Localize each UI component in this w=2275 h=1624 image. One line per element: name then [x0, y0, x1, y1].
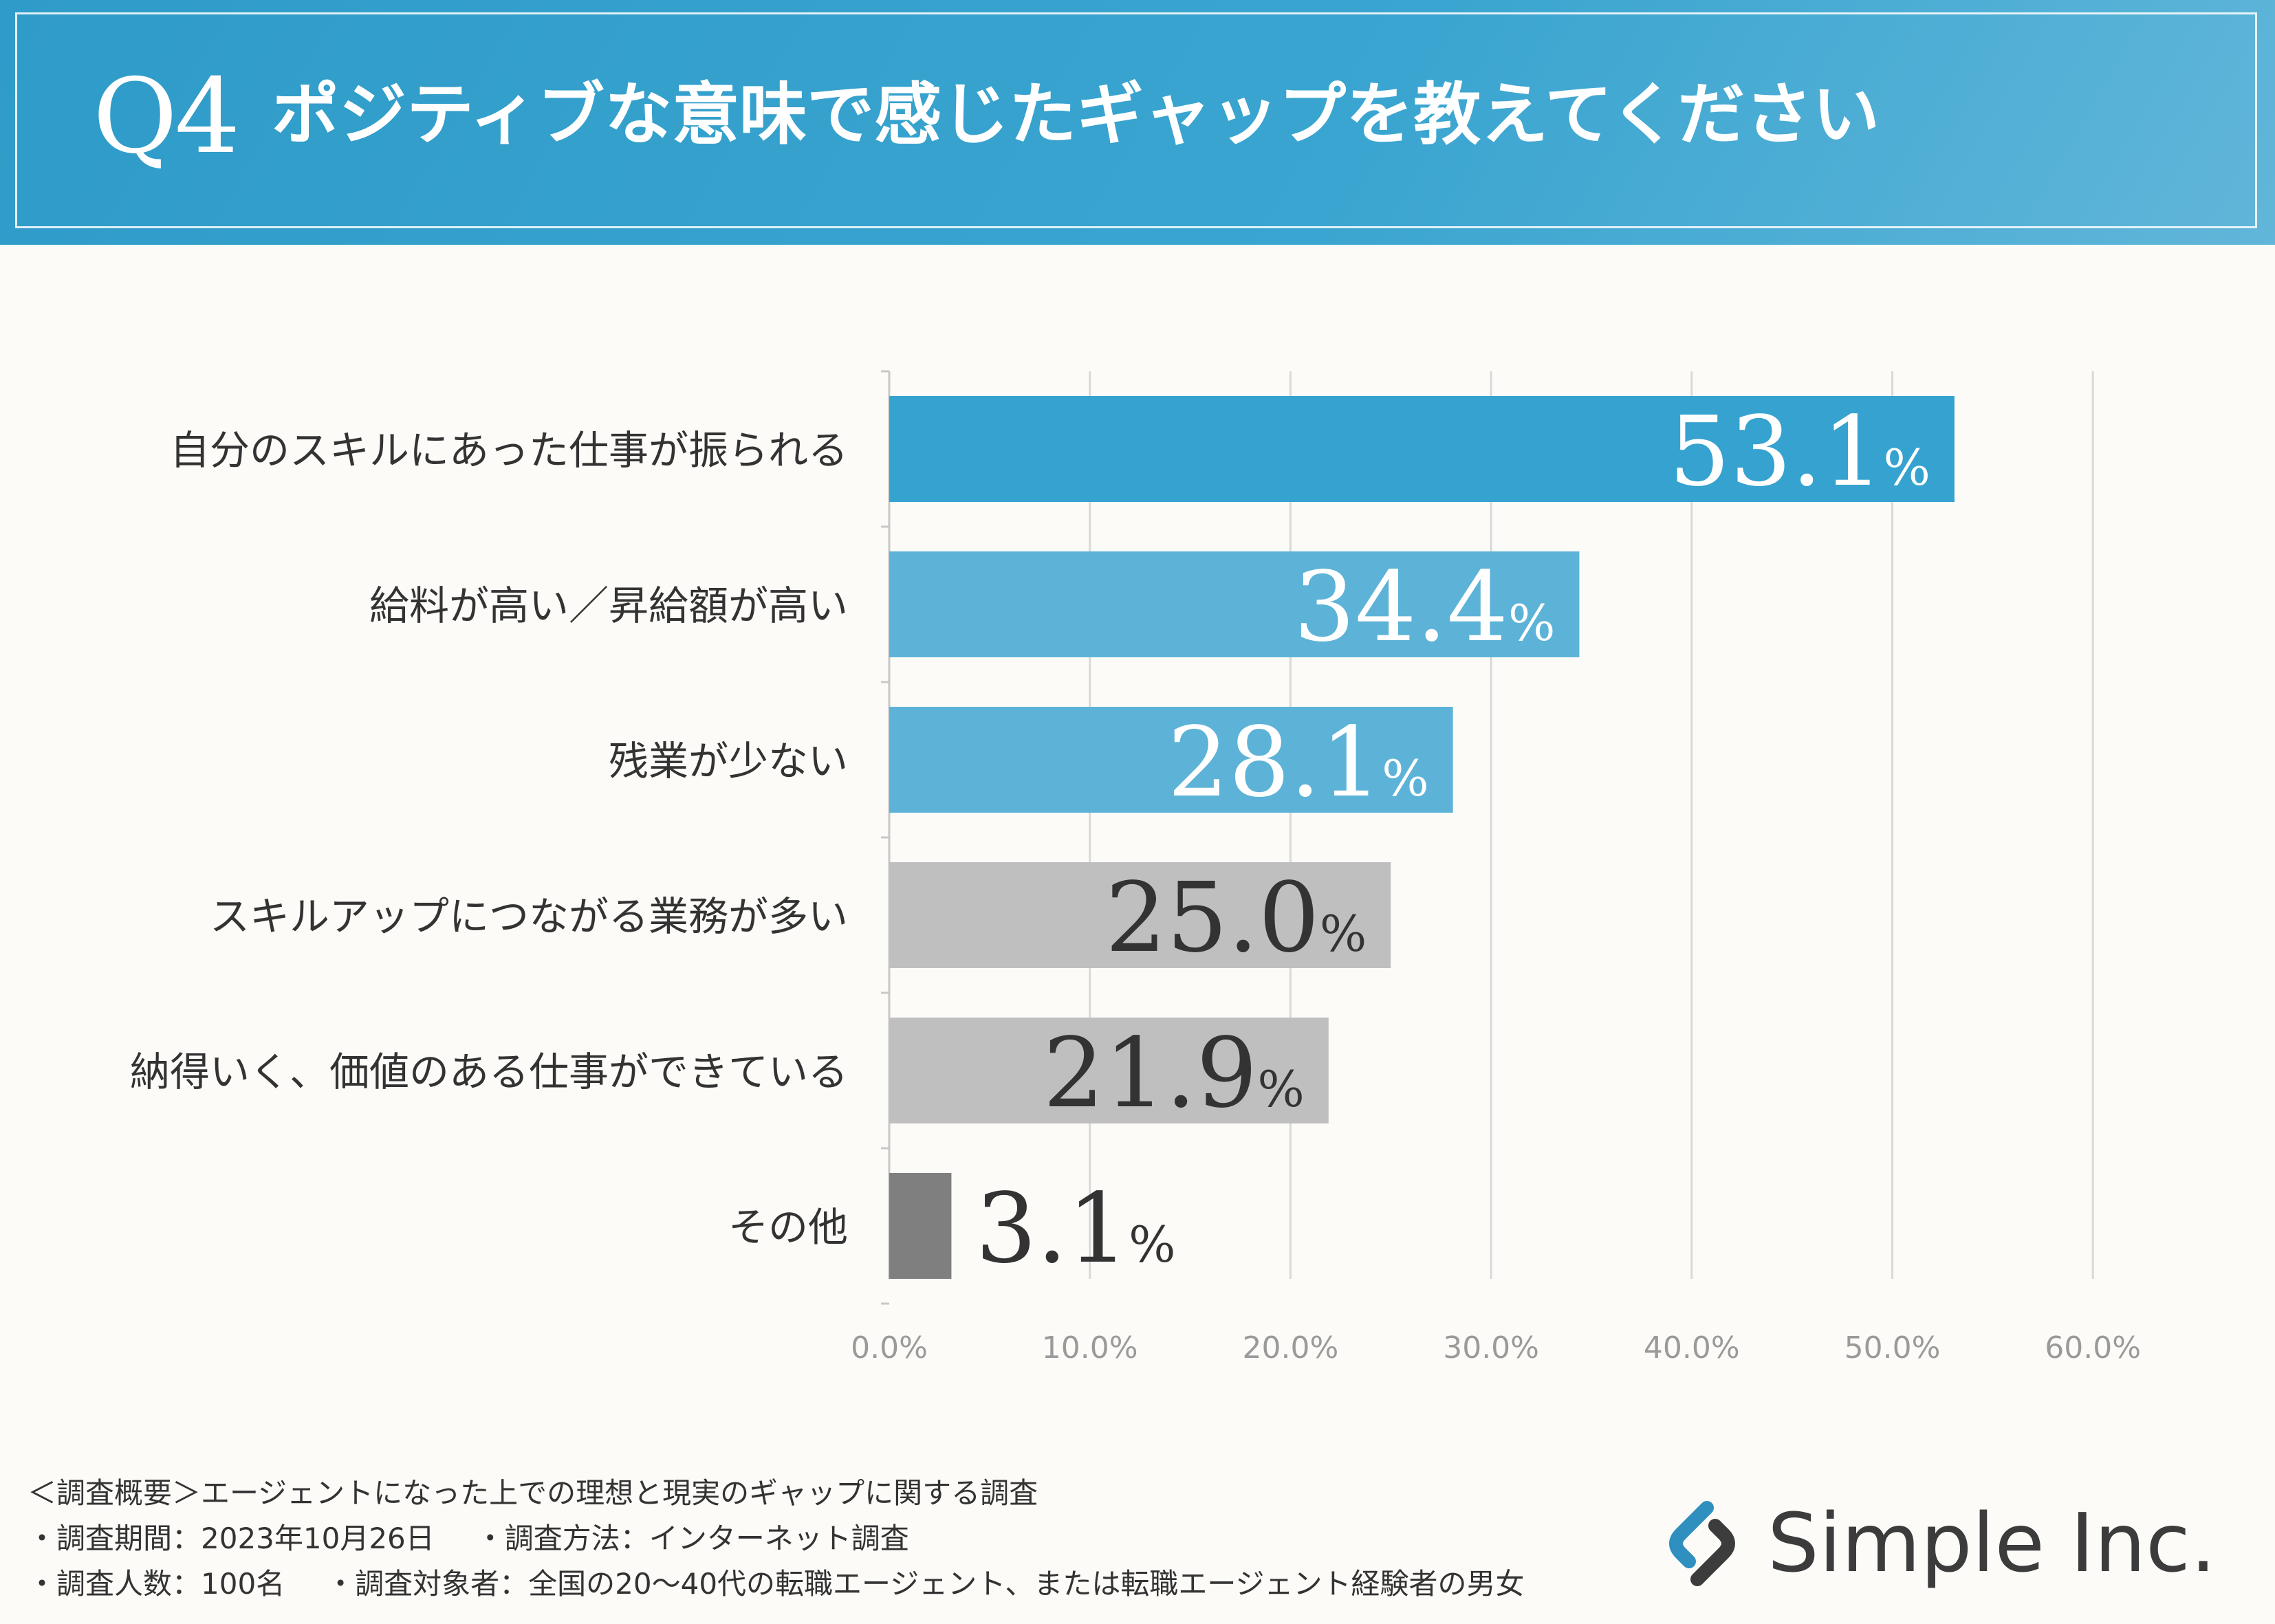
- company-logo: Simple Inc.: [1657, 1495, 2242, 1599]
- category-label: 自分のスキルにあった仕事が振られる: [170, 427, 848, 474]
- x-tick-label: 30.0%: [1443, 1330, 1539, 1365]
- question-number: Q4: [93, 57, 240, 177]
- category-label: 給料が高い／昇給額が高い: [369, 582, 848, 629]
- x-tick-label: 60.0%: [2045, 1330, 2141, 1365]
- bar: [889, 396, 1955, 502]
- survey-summary: ＜調査概要＞エージェントになった上での理想と現実のギャップに関する調査 ・調査期…: [28, 1471, 1525, 1607]
- x-tick-label: 50.0%: [1844, 1330, 1941, 1365]
- data-label: 53.1%: [1669, 396, 1930, 508]
- question-title: ポジティブな意味で感じたギャップを教えてください: [272, 76, 1880, 154]
- x-tick-label: 0.0%: [851, 1330, 928, 1365]
- category-label: 残業が少ない: [609, 738, 848, 784]
- survey-title: ＜調査概要＞エージェントになった上での理想と現実のギャップに関する調査: [28, 1476, 1038, 1510]
- bar: [889, 707, 1453, 813]
- survey-method: ・調査方法：インターネット調査: [475, 1522, 909, 1555]
- survey-target: ・調査対象者：全国の20～40代の転職エージェント、または転職エージェント経験者…: [326, 1567, 1525, 1601]
- data-label: 28.1%: [1168, 707, 1429, 819]
- header-frame: [15, 12, 2257, 228]
- bar: [889, 862, 1391, 968]
- category-label: その他: [728, 1204, 848, 1251]
- x-tick-label: 40.0%: [1644, 1330, 1740, 1365]
- data-label: 21.9%: [1043, 1018, 1305, 1130]
- x-tick-label: 20.0%: [1243, 1330, 1339, 1365]
- data-label: 3.1%: [975, 1173, 1175, 1285]
- bar-chart: 0.0% 10.0% 20.0% 30.0% 40.0% 50.0% 60.0% 自分のスキル…: [130, 370, 2141, 1365]
- bar: [889, 551, 1580, 657]
- data-label: 34.4%: [1294, 551, 1555, 663]
- bar: [889, 1018, 1329, 1123]
- header-banner: Q4 ポジティブな意味で感じたギャップを教えてください: [0, 0, 2275, 245]
- x-tick-label: 10.0%: [1042, 1330, 1138, 1365]
- bar: [889, 1173, 952, 1279]
- logo-text: Simple Inc.: [1767, 1495, 2217, 1590]
- survey-period: ・調査期間：2023年10月26日: [28, 1522, 435, 1555]
- category-label: 納得いく、価値のある仕事ができている: [130, 1049, 848, 1095]
- data-label: 25.0%: [1105, 862, 1367, 974]
- survey-count: ・調査人数：100名: [28, 1567, 285, 1601]
- category-label: スキルアップにつながる業務が多い: [210, 893, 848, 940]
- logo-mark-icon: [1669, 1501, 1735, 1586]
